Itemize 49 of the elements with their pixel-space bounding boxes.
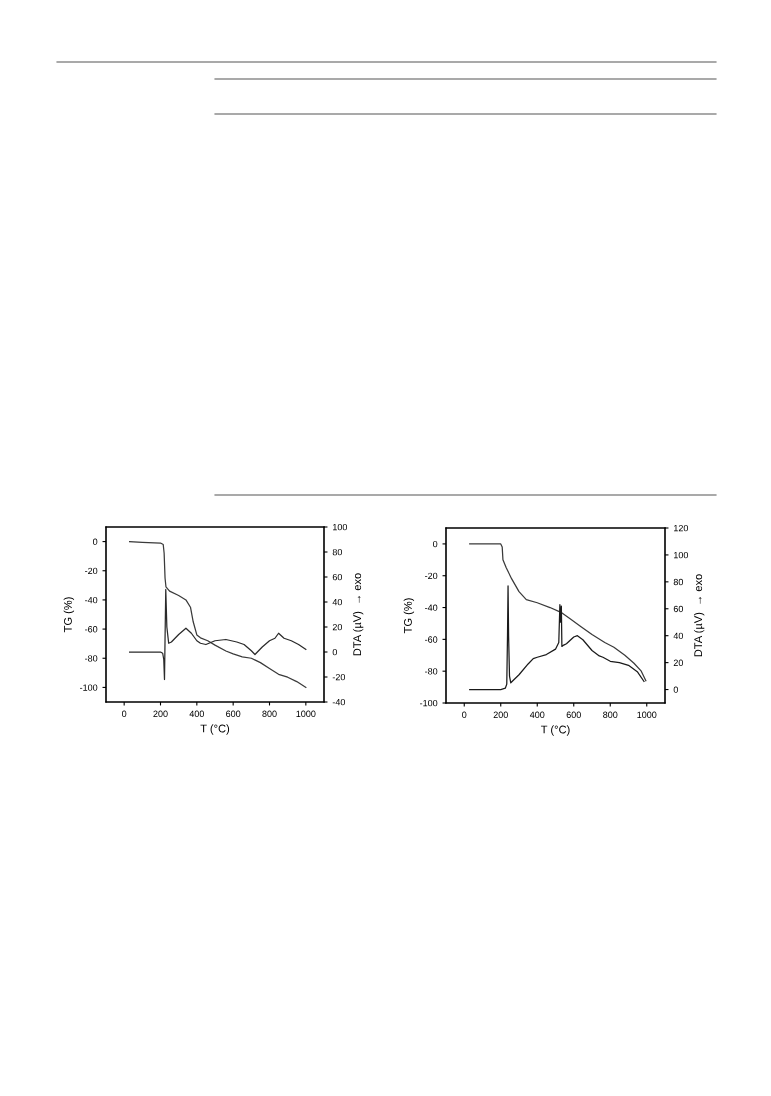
x-tick-label: 400 (189, 710, 205, 717)
y2-tick-label: -20 (332, 673, 346, 681)
y-tick-label: -100 (420, 699, 438, 707)
y2-tick-label: 20 (332, 623, 343, 631)
line-series (469, 585, 645, 691)
x-axis-title: T (°C) (540, 725, 570, 736)
x-tick-label: 200 (493, 711, 508, 718)
x-tick-label: 800 (603, 711, 618, 718)
y2-tick-label: 100 (674, 551, 689, 559)
y2-tick-label: 60 (673, 605, 684, 613)
y2-tick-label: 0 (673, 686, 678, 693)
y-tick-label: -20 (425, 572, 438, 580)
y2-tick-label: 0 (332, 648, 337, 656)
y-axis-title: TG (%) (63, 597, 75, 633)
y2-axis-title: DTA (µV) → exo (693, 574, 705, 657)
y-tick-label: -80 (425, 668, 438, 675)
x-tick-label: 0 (462, 711, 467, 718)
x-tick-label: 400 (529, 711, 545, 718)
y-tick-label: -100 (80, 684, 98, 691)
x-tick-label: 1000 (296, 710, 316, 717)
y2-tick-label: 60 (332, 573, 343, 581)
y2-tick-label: 100 (333, 523, 348, 531)
y-tick-label: -80 (85, 655, 98, 662)
y-tick-label: 0 (433, 540, 438, 548)
x-tick-label: 1000 (637, 711, 657, 718)
line-series (128, 588, 307, 681)
x-tick-label: 600 (566, 711, 581, 718)
y-tick-label: 0 (93, 538, 98, 545)
line-series (128, 540, 307, 689)
x-axis-title: T (°C) (200, 724, 230, 735)
y-axis-title: TG (%) (403, 598, 415, 634)
x-tick-label: 800 (262, 710, 277, 717)
y-tick-label: -60 (425, 636, 438, 643)
y-tick-label: -20 (85, 567, 98, 575)
y-tick-label: -40 (425, 604, 438, 611)
y-tick-label: -40 (85, 596, 98, 604)
line-series (469, 543, 647, 682)
y2-tick-label: -40 (332, 698, 346, 706)
x-tick-label: 0 (122, 710, 127, 717)
x-tick-label: 200 (153, 710, 168, 717)
y2-axis-title: DTA (µV) → exo (352, 573, 364, 656)
y-tick-label: -60 (85, 626, 98, 633)
y2-tick-label: 120 (674, 524, 689, 532)
y2-tick-label: 40 (673, 632, 684, 640)
x-tick-label: 600 (226, 710, 241, 717)
y2-tick-label: 40 (332, 598, 343, 606)
y2-tick-label: 80 (673, 578, 684, 586)
y2-tick-label: 80 (332, 548, 343, 556)
y2-tick-label: 20 (673, 659, 684, 666)
